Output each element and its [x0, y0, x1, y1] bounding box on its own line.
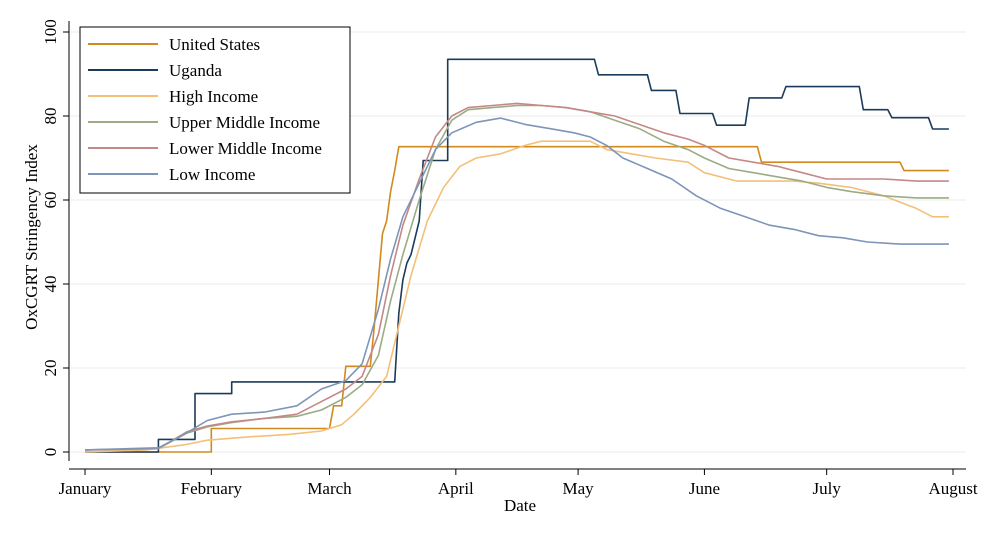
legend-label-uganda: Uganda	[169, 61, 222, 80]
x-tick-label-february: February	[181, 479, 243, 498]
y-tick-label-20: 20	[41, 360, 60, 377]
legend-label-united-states: United States	[169, 35, 260, 54]
series-line-high-income	[84, 140, 949, 453]
y-tick-label-40: 40	[41, 276, 60, 293]
series-line-united-states	[85, 145, 949, 453]
x-axis-title: Date	[504, 496, 536, 515]
x-tick-label-july: July	[812, 479, 841, 498]
legend-label-upper-middle-income: Upper Middle Income	[169, 113, 320, 132]
y-tick-label-60: 60	[41, 192, 60, 209]
series-line-low-income	[84, 117, 949, 451]
x-tick-label-january: January	[59, 479, 112, 498]
legend-label-lower-middle-income: Lower Middle Income	[169, 139, 322, 158]
axes: 0 20 40 60 80 100 January February March April May…	[41, 19, 978, 498]
x-tick-label-april: April	[438, 479, 474, 498]
series-lines	[84, 58, 949, 453]
legend: United States Uganda High Income Upper Midd…	[79, 26, 351, 194]
x-tick-label-june: June	[689, 479, 720, 498]
y-tick-label-80: 80	[41, 108, 60, 125]
series-line-uganda	[85, 58, 949, 453]
series-line-lower-middle-income	[84, 102, 949, 451]
y-axis-title: OxCGRT Stringency Index	[22, 144, 41, 330]
series-line-upper-middle-income	[84, 104, 949, 451]
y-tick-label-100: 100	[41, 19, 60, 45]
x-tick-label-august: August	[928, 479, 977, 498]
x-tick-label-may: May	[563, 479, 595, 498]
legend-label-low-income: Low Income	[169, 165, 255, 184]
legend-label-high-income: High Income	[169, 87, 258, 106]
legend-box	[79, 26, 351, 194]
y-tick-label-0: 0	[41, 448, 60, 457]
x-tick-label-march: March	[307, 479, 352, 498]
